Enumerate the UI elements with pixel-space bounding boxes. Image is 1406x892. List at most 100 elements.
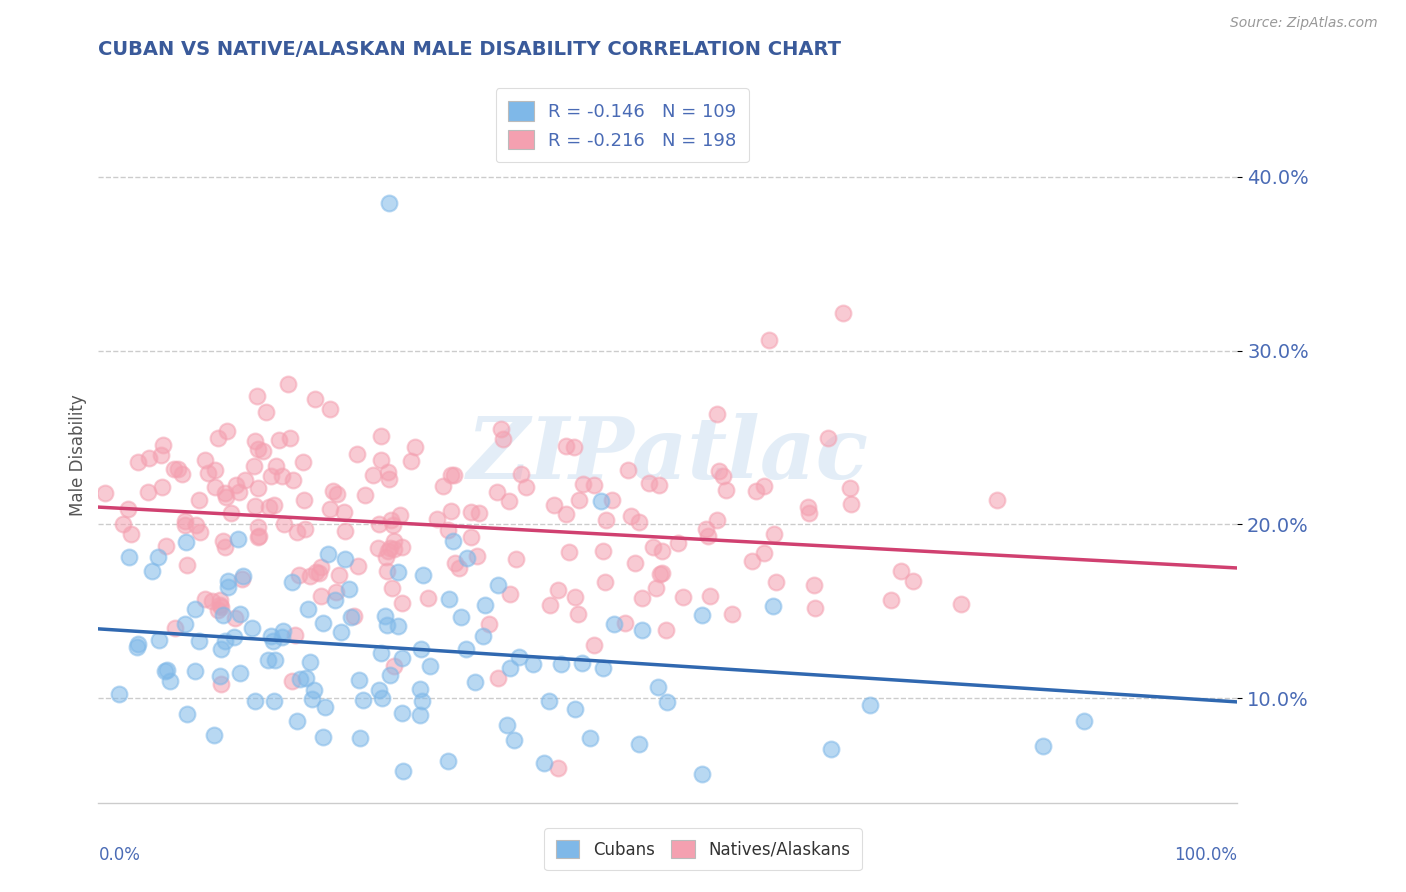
Point [647,680,669,694]
Point [460,531,482,545]
Point [152,437,174,451]
Point [370,429,392,443]
Point [550,657,572,672]
Point [148,633,170,648]
Point [155,664,177,678]
Point [538,599,561,613]
Point [449,561,471,575]
Point [214,485,236,500]
Point [305,566,328,580]
Point [329,625,352,640]
Point [488,578,510,592]
Point [367,683,389,698]
Point [879,592,901,607]
Point [176,707,198,722]
Point [328,567,350,582]
Point [603,617,626,632]
Point [817,431,839,445]
Point [564,590,586,604]
Point [298,569,321,583]
Point [273,516,295,531]
Point [651,544,673,558]
Point [391,706,413,720]
Point [259,500,281,514]
Point [538,694,561,708]
Point [247,520,270,534]
Text: Source: ZipAtlas.com: Source: ZipAtlas.com [1230,16,1378,29]
Point [399,454,422,468]
Point [765,574,787,589]
Point [547,582,569,597]
Point [391,651,413,665]
Point [232,568,254,582]
Point [752,479,775,493]
Point [838,481,860,495]
Point [377,465,399,479]
Point [352,692,374,706]
Point [262,633,284,648]
Point [163,621,186,635]
Point [184,664,207,678]
Point [499,587,522,601]
Point [309,559,332,574]
Point [257,653,280,667]
Point [380,514,402,528]
Point [217,580,239,594]
Point [370,646,392,660]
Point [308,566,330,580]
Point [591,494,613,508]
Point [208,593,231,607]
Point [547,761,569,775]
Point [454,641,477,656]
Point [543,498,565,512]
Point [762,599,785,614]
Point [163,462,186,476]
Point [492,432,515,446]
Point [270,469,292,483]
Point [567,607,589,622]
Point [631,623,654,637]
Point [859,698,882,712]
Point [243,500,266,514]
Point [486,671,509,685]
Point [655,695,678,709]
Point [325,487,347,501]
Point [637,476,659,491]
Point [595,574,617,589]
Point [309,589,332,603]
Point [440,504,463,518]
Point [690,767,713,781]
Point [347,673,370,687]
Point [378,667,401,681]
Point [583,477,606,491]
Point [832,306,855,320]
Point [318,401,340,416]
Point [485,485,508,500]
Point [219,506,242,520]
Point [361,467,384,482]
Point [392,764,415,778]
Point [291,454,314,468]
Point [986,492,1008,507]
Point [474,599,496,613]
Point [440,467,463,482]
Point [347,559,370,574]
Point [901,574,924,588]
Point [214,540,236,554]
Point [201,594,224,608]
Point [322,483,344,498]
Point [288,672,311,686]
Point [166,461,188,475]
Point [377,544,399,558]
Point [437,754,460,768]
Point [367,541,389,555]
Point [711,468,734,483]
Point [378,195,401,210]
Point [112,516,135,531]
Point [706,513,728,527]
Point [709,464,731,478]
Point [292,492,315,507]
Y-axis label: Male Disability: Male Disability [69,394,87,516]
Point [184,602,207,616]
Point [267,434,290,448]
